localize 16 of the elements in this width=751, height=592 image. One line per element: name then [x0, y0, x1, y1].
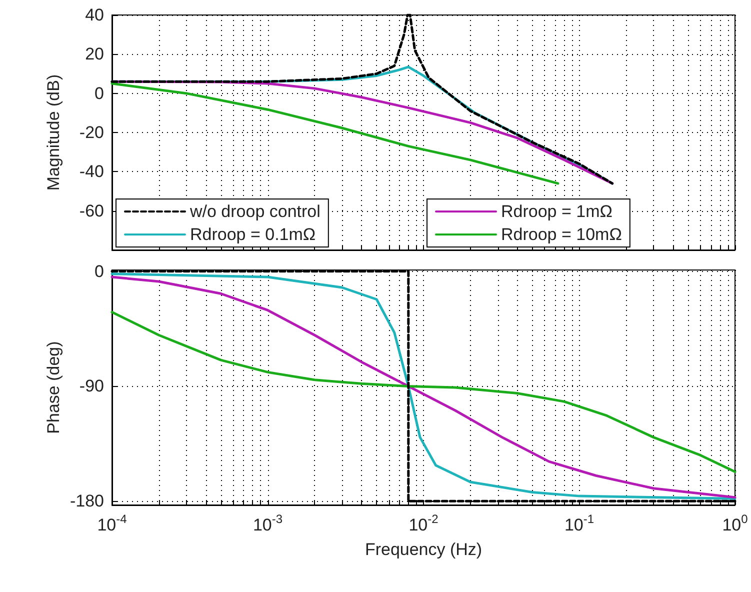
legend-label: Rdroop = 1mΩ [501, 202, 612, 221]
y-tick-label: -40 [79, 162, 104, 182]
x-axis-title: Frequency (Hz) [364, 540, 482, 559]
legend-label: Rdroop = 10mΩ [501, 225, 622, 244]
y-tick-label: 0 [94, 84, 104, 103]
y-tick-label: 40 [85, 6, 104, 24]
y-axis-title: Magnitude (dB) [44, 74, 63, 191]
y-tick-label: -60 [79, 201, 104, 220]
y-tick-label: 20 [85, 44, 104, 64]
legend-label: Rdroop = 0.1mΩ [190, 225, 316, 244]
y-tick-label: 0 [94, 262, 104, 281]
y-tick-label: -90 [79, 376, 104, 396]
y-tick-label: -180 [70, 492, 104, 511]
y-tick-label: -20 [79, 123, 104, 142]
y-axis-title: Phase (deg) [44, 341, 63, 434]
legend-label: w/o droop control [189, 202, 320, 221]
